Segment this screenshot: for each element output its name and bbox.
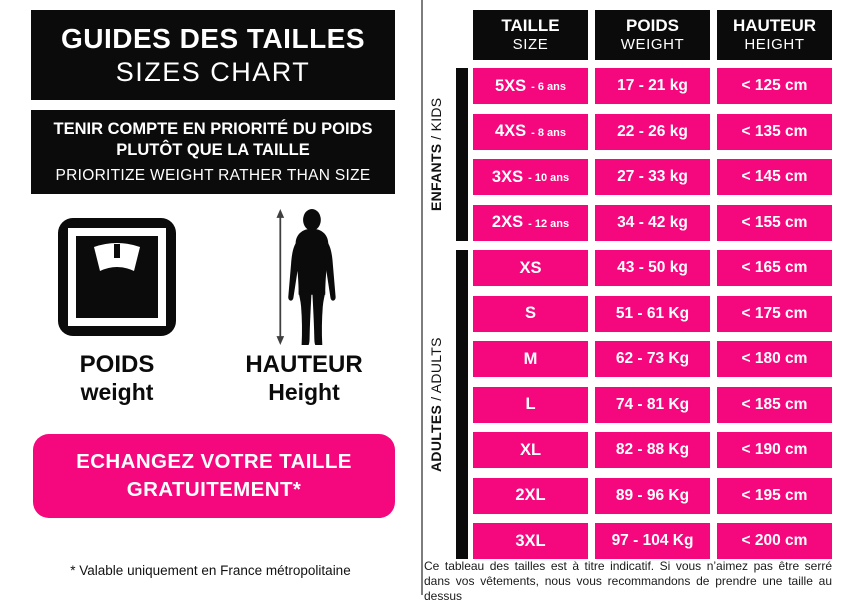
group-label-adults: ADULTES / ADULTS	[427, 250, 445, 559]
header-weight-en: WEIGHT	[620, 36, 685, 54]
height-label: HAUTEUR Height	[240, 351, 368, 405]
size-value: 4XS	[494, 122, 527, 140]
height-arrow-icon	[276, 209, 285, 346]
exchange-footnote: * Valable uniquement en France métropoli…	[70, 563, 351, 578]
table-cell-height: < 125 cm	[717, 68, 832, 104]
notice-fr-line1: TENIR COMPTE EN PRIORITÉ DU POIDS	[53, 119, 373, 138]
header-cell-weight: POIDS WEIGHT	[595, 10, 710, 60]
size-value: 3XL	[515, 531, 546, 550]
notice-box: TENIR COMPTE EN PRIORITÉ DU POIDS PLUTÔT…	[31, 110, 395, 194]
table-cell-size: 3XS - 10 ans	[473, 159, 588, 195]
table-cell-weight: 17 - 21 kg	[595, 68, 710, 104]
size-value: XS	[519, 258, 542, 277]
page-title-en: SIZES CHART	[115, 57, 311, 88]
table-cell-size: 2XS - 12 ans	[473, 204, 588, 241]
table-cell-size: S	[473, 295, 588, 332]
adults-label-en: / ADULTS	[428, 337, 444, 405]
size-value: 5XS	[494, 76, 527, 95]
table-cell-size: 4XS - 8 ans	[473, 113, 588, 150]
table-cell-weight: 62 - 73 Kg	[595, 341, 710, 377]
table-cell-weight: 74 - 81 Kg	[595, 386, 710, 423]
page-title-fr: GUIDES DES TAILLES	[60, 23, 366, 55]
table-cell-weight: 89 - 96 Kg	[595, 477, 710, 514]
size-age-value: - 8 ans	[531, 126, 567, 139]
table-cell-height: < 180 cm	[717, 341, 832, 377]
table-cell-height: < 175 cm	[717, 295, 832, 332]
adults-group-bar	[456, 250, 468, 559]
height-label-fr: HAUTEUR	[245, 351, 363, 378]
size-value: S	[524, 304, 536, 322]
header-cell-size: TAILLE SIZE	[473, 10, 588, 60]
size-value: M	[523, 349, 538, 368]
weight-label: POIDS weight	[47, 351, 187, 405]
exchange-size-button[interactable]: ECHANGEZ VOTRE TAILLE GRATUITEMENT*	[33, 434, 395, 518]
weight-scale-icon	[57, 217, 177, 337]
table-cell-size: XL	[473, 432, 588, 468]
table-cell-weight: 82 - 88 Kg	[595, 432, 710, 468]
table-cell-size: 2XL	[473, 477, 588, 514]
table-cell-size: 5XS - 6 ans	[473, 68, 588, 104]
table-cell-height: < 145 cm	[717, 159, 832, 195]
table-cell-weight: 97 - 104 Kg	[595, 523, 710, 559]
size-table-header: TAILLE SIZE POIDS WEIGHT HAUTEUR HEIGHT	[473, 10, 832, 60]
size-value: XL	[519, 440, 542, 459]
table-cell-size: 3XL	[473, 523, 588, 559]
exchange-button-line2: GRATUITEMENT*	[126, 478, 302, 501]
size-value: 2XL	[515, 486, 546, 504]
notice-en: PRIORITIZE WEIGHT RATHER THAN SIZE	[55, 167, 371, 185]
weight-label-en: weight	[80, 378, 154, 405]
table-cell-height: < 135 cm	[717, 113, 832, 150]
table-cell-weight: 43 - 50 kg	[595, 250, 710, 286]
table-cell-height: < 195 cm	[717, 477, 832, 514]
size-age-value: - 12 ans	[528, 217, 570, 230]
table-cell-height: < 165 cm	[717, 250, 832, 286]
size-value: L	[525, 395, 536, 413]
height-label-en: Height	[268, 378, 340, 405]
header-size-en: SIZE	[512, 36, 549, 54]
table-cell-weight: 34 - 42 kg	[595, 204, 710, 241]
header-weight-fr: POIDS	[626, 15, 679, 35]
table-cell-size: L	[473, 386, 588, 423]
table-cell-weight: 51 - 61 Kg	[595, 295, 710, 332]
size-value: 2XS	[491, 213, 524, 231]
weight-label-fr: POIDS	[79, 351, 155, 378]
table-cell-height: < 185 cm	[717, 386, 832, 423]
size-value: 3XS	[491, 167, 524, 186]
size-rows-grid: 5XS - 6 ans 17 - 21 kg < 125 cm 4XS - 8 ans 22…	[473, 68, 832, 559]
header-size-fr: TAILLE	[501, 15, 560, 35]
notice-fr-line2: PLUTÔT QUE LA TAILLE	[116, 140, 310, 159]
kids-label-fr: ENFANTS	[428, 144, 444, 212]
vertical-divider	[421, 0, 423, 595]
adults-label-fr: ADULTES	[428, 404, 444, 472]
table-cell-height: < 155 cm	[717, 204, 832, 241]
height-person-icon	[276, 209, 340, 347]
size-age-value: - 6 ans	[531, 81, 567, 93]
size-age-value: - 10 ans	[528, 172, 570, 184]
header-height-fr: HAUTEUR	[732, 15, 817, 35]
bottom-note: Ce tableau des tailles est à titre indic…	[424, 559, 832, 604]
table-cell-height: < 190 cm	[717, 432, 832, 468]
table-cell-size: M	[473, 341, 588, 377]
header-cell-height: HAUTEUR HEIGHT	[717, 10, 832, 60]
table-cell-height: < 200 cm	[717, 523, 832, 559]
header-height-en: HEIGHT	[744, 36, 805, 54]
title-box: GUIDES DES TAILLES SIZES CHART	[31, 10, 395, 100]
kids-group-bar	[456, 68, 468, 241]
kids-label-en: / KIDS	[428, 97, 444, 144]
table-cell-size: XS	[473, 250, 588, 286]
exchange-button-line1: ECHANGEZ VOTRE TAILLE	[76, 450, 352, 474]
table-cell-weight: 27 - 33 kg	[595, 159, 710, 195]
table-cell-weight: 22 - 26 kg	[595, 113, 710, 150]
group-label-kids: ENFANTS / KIDS	[427, 68, 445, 241]
